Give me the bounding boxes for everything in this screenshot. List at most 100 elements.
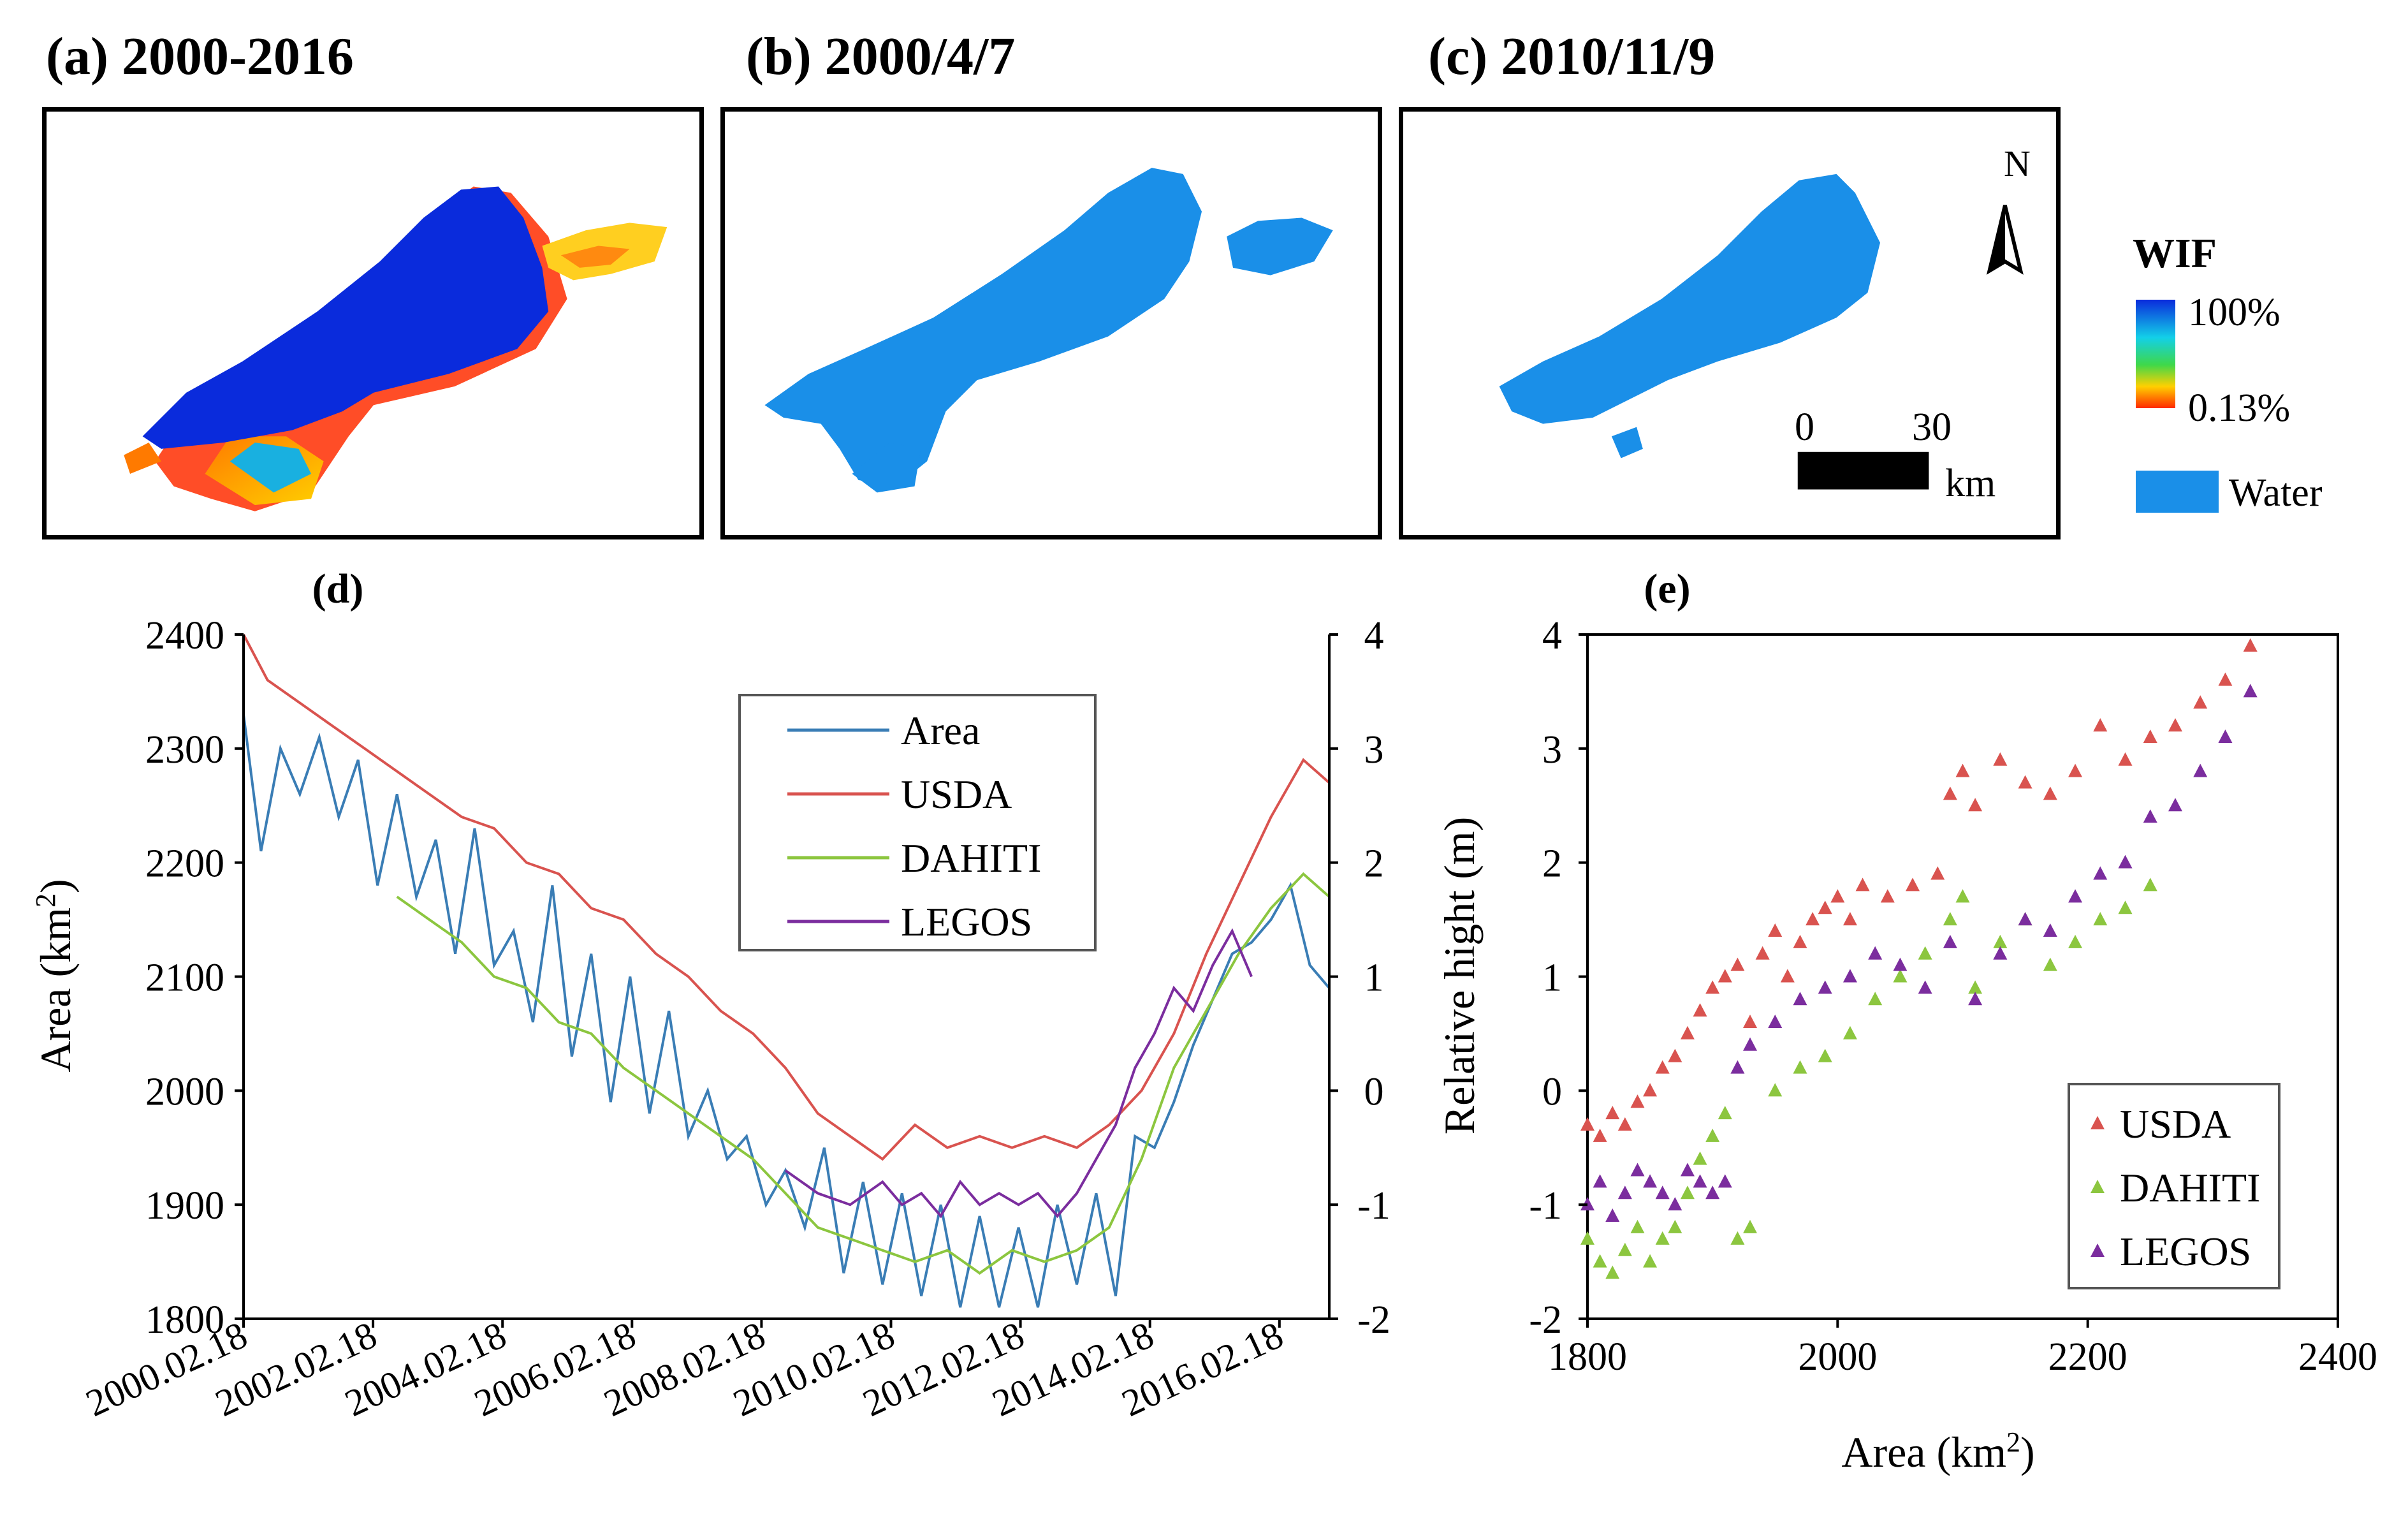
scatter-point-usda (1780, 969, 1795, 983)
scatter-point-legos (1643, 1174, 1658, 1188)
scatter-point-dahiti (1793, 1060, 1807, 1074)
scatter-point-usda (1818, 900, 1832, 914)
d-right-tick-label: 1 (1364, 957, 1384, 1000)
scatter-point-dahiti (1730, 1231, 1745, 1245)
scatter-point-usda (1580, 1117, 1594, 1131)
scatter-point-legos (1705, 1185, 1720, 1200)
scatter-point-dahiti (2118, 900, 2133, 914)
scatter-point-dahiti (1918, 946, 1932, 960)
scatter-point-legos (1655, 1185, 1670, 1200)
e-y-tick-label: 1 (1542, 957, 1562, 1000)
scatter-point-dahiti (1868, 992, 1883, 1006)
scatter-point-legos (1617, 1185, 1632, 1200)
scatter-point-usda (2243, 638, 2258, 652)
scatter-point-legos (1842, 969, 1857, 983)
scatter-point-usda (1730, 957, 1745, 971)
e-x-tick-label: 2200 (2048, 1335, 2127, 1379)
lake-water-c (1499, 173, 1881, 424)
d-right-tick-label: 2 (1364, 842, 1384, 886)
scatter-point-usda (1906, 877, 1920, 891)
panel-d-title: (d) (312, 566, 364, 612)
scatter-point-usda (1993, 752, 2008, 766)
d-right-tick-label: -2 (1357, 1298, 1390, 1342)
east-lake-water-b (1227, 217, 1333, 275)
scatter-point-legos (2143, 809, 2157, 823)
panel-c-title: (c) 2010/11/9 (1428, 27, 1716, 86)
e-y-tick-label: 0 (1542, 1070, 1562, 1113)
scatter-point-usda (1842, 912, 1857, 926)
map-panel-a (42, 107, 704, 539)
scatter-point-usda (1693, 1003, 1707, 1017)
scale-bar (1797, 451, 1929, 490)
scatter-point-dahiti (2143, 877, 2157, 891)
map-panel-c: N 0 30 km (1399, 107, 2061, 539)
wif-east-lobe-inner (560, 246, 630, 268)
wif-colorbar (2136, 300, 2175, 408)
scatter-point-dahiti (1643, 1254, 1658, 1268)
scatter-point-legos (1605, 1208, 1620, 1222)
scatter-point-usda (1605, 1106, 1620, 1120)
scatter-point-usda (1668, 1048, 1682, 1062)
scale-unit-label: km (1945, 462, 1996, 505)
scatter-point-legos (1993, 946, 2008, 960)
scatter-point-dahiti (1680, 1185, 1695, 1200)
map-panel-b (720, 107, 1382, 539)
series-line-dahiti (396, 872, 1331, 1275)
e-y-tick-label: -1 (1529, 1184, 1562, 1228)
north-label: N (2004, 143, 2031, 184)
wif-high-core (142, 186, 549, 449)
wif-legend-title: WIF (2133, 230, 2217, 277)
d-right-tick-label: 3 (1364, 728, 1384, 772)
scatter-point-dahiti (1630, 1219, 1645, 1233)
scatter-point-dahiti (1955, 889, 1970, 903)
series-line-legos (784, 928, 1253, 1219)
scatter-point-dahiti (1605, 1265, 1620, 1279)
d-right-tick-label: -1 (1357, 1184, 1390, 1228)
panel-b-title: (b) 2000/4/7 (746, 27, 1016, 86)
scatter-point-legos (1943, 934, 1957, 948)
d-right-tick-label: 0 (1364, 1070, 1384, 1113)
scatter-point-legos (2018, 912, 2032, 926)
south-patch-water-c (1611, 427, 1643, 459)
scatter-point-dahiti (1668, 1219, 1682, 1233)
scatter-point-legos (1630, 1163, 1645, 1177)
e-legend-swatch-usda (2091, 1116, 2105, 1129)
water-map-2010 (1499, 173, 2024, 490)
d-right-tick-label: 4 (1364, 614, 1384, 657)
scatter-point-legos (1968, 992, 1983, 1006)
scatter-point-usda (1768, 923, 1783, 937)
scatter-point-usda (2143, 729, 2157, 743)
d-left-tick-label: 2200 (145, 842, 224, 886)
scatter-point-dahiti (1655, 1231, 1670, 1245)
scatter-point-usda (1655, 1060, 1670, 1074)
scatter-point-dahiti (2068, 934, 2083, 948)
scatter-point-legos (2043, 923, 2057, 937)
d-left-tick-label: 2000 (145, 1070, 224, 1113)
scatter-point-usda (1806, 912, 1820, 926)
scatter-point-dahiti (1718, 1106, 1732, 1120)
wif-map (124, 186, 668, 511)
d-legend-label-legos: LEGOS (901, 899, 1032, 944)
scatter-point-legos (2218, 729, 2233, 743)
scatter-point-dahiti (1968, 980, 1983, 994)
wif-cyan-zone (230, 443, 312, 493)
scatter-point-usda (1755, 946, 1770, 960)
scale-end-label: 30 (1912, 406, 1952, 449)
wif-legend-min: 0.13% (2188, 386, 2291, 430)
scatter-point-legos (1818, 980, 1832, 994)
scatter-point-usda (1930, 866, 1945, 880)
d-left-tick-label: 2300 (145, 728, 224, 772)
scatter-point-dahiti (1693, 1151, 1707, 1165)
scatter-point-legos (1593, 1174, 1607, 1188)
e-y-tick-label: 3 (1542, 728, 1562, 772)
e-legend-box (2068, 1083, 2280, 1289)
scatter-point-usda (1593, 1128, 1607, 1142)
scatter-point-usda (1955, 763, 1970, 777)
scatter-point-usda (1968, 798, 1983, 812)
scatter-point-dahiti (1818, 1048, 1832, 1062)
scatter-point-usda (1617, 1117, 1632, 1131)
scatter-point-usda (1743, 1015, 1758, 1029)
scatter-point-usda (1718, 969, 1732, 983)
wif-legend-max: 100% (2188, 291, 2280, 334)
